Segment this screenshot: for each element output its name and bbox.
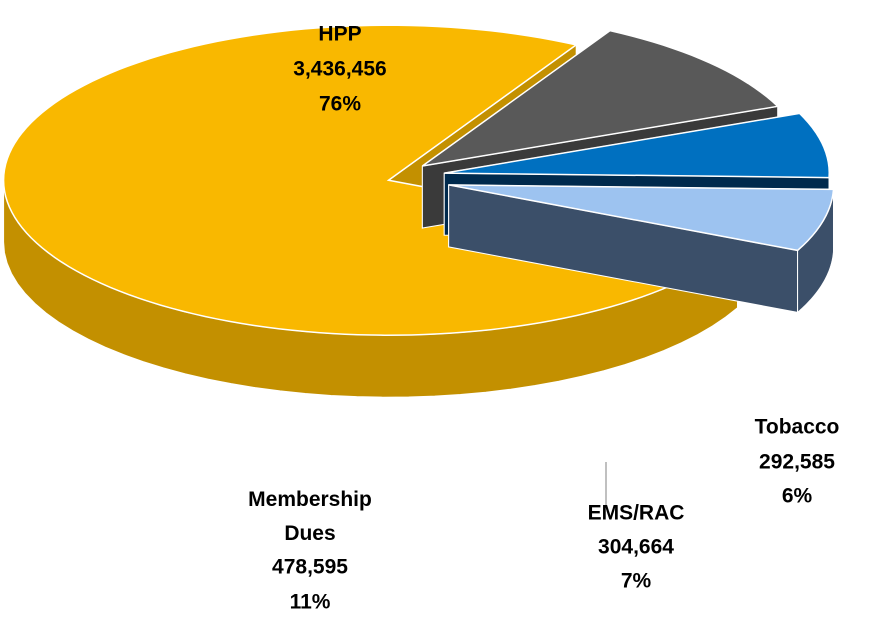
category-label: Tobacco	[755, 416, 840, 439]
value-label: 292,585	[759, 451, 835, 474]
category-label: HPP	[318, 23, 361, 46]
value-label: 304,664	[598, 536, 674, 559]
slice-top	[448, 184, 835, 252]
category-label-line: Membership	[248, 488, 372, 511]
percent-label: 6%	[782, 485, 813, 508]
category-label: EMS/RAC	[588, 502, 685, 525]
percent-label: 11%	[290, 591, 331, 614]
value-label: 3,436,456	[293, 58, 386, 81]
category-label-line: Dues	[284, 522, 335, 545]
slice-top	[421, 29, 780, 167]
slice	[448, 184, 835, 314]
value-label: 478,595	[272, 556, 348, 579]
percent-label: 7%	[621, 570, 652, 593]
percent-label: 76%	[319, 93, 361, 116]
category-label: Membership Dues	[248, 488, 372, 545]
slice-top	[444, 112, 830, 179]
